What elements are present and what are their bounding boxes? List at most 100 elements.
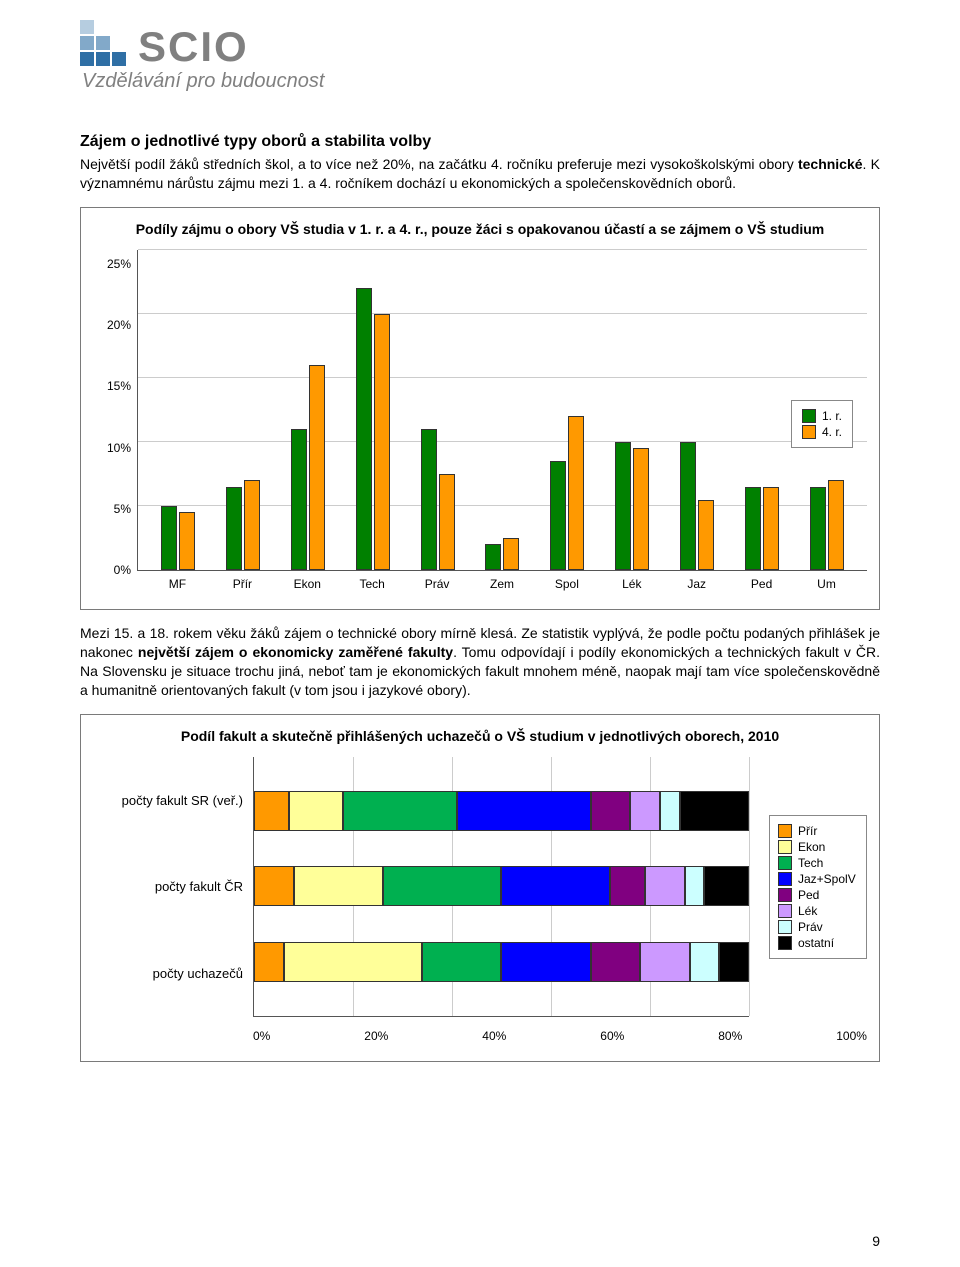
chart1-x-label: Spol — [534, 577, 599, 591]
chart-grouped-bar: Podíly zájmu o obory VŠ studia v 1. r. a… — [80, 207, 880, 610]
logo-mark-icon — [80, 20, 126, 66]
logo-subtitle: Vzdělávání pro budoucnost — [82, 70, 880, 93]
chart1-bar — [356, 288, 372, 570]
chart1-y-tick: 15% — [93, 379, 131, 393]
chart2-segment — [630, 791, 660, 831]
chart2-segment — [501, 942, 590, 982]
chart2-segment — [645, 866, 685, 906]
legend-swatch-icon — [778, 936, 792, 950]
chart2-legend-item: Jaz+SpolV — [778, 872, 858, 886]
chart1-bar — [763, 487, 779, 570]
chart1-legend: 1. r.4. r. — [791, 400, 853, 448]
chart2-x-axis: 0%20%40%60%80%100% — [253, 1025, 867, 1043]
legend-label: Práv — [798, 920, 823, 934]
chart2-legend-item: Přír — [778, 824, 858, 838]
chart1-x-label: Lék — [599, 577, 664, 591]
legend-label: 4. r. — [822, 425, 842, 439]
chart1-bar — [374, 314, 390, 570]
legend-label: Ped — [798, 888, 819, 902]
legend-swatch-icon — [778, 872, 792, 886]
chart2-segment — [422, 942, 501, 982]
chart1-group — [405, 429, 470, 570]
chart1-title: Podíly zájmu o obory VŠ studia v 1. r. a… — [93, 220, 867, 238]
chart2-segment — [289, 791, 343, 831]
chart2-row-label: počty fakult ČR — [93, 879, 243, 894]
chart1-bar — [485, 544, 501, 570]
chart1-y-tick: 20% — [93, 318, 131, 332]
legend-swatch-icon — [778, 920, 792, 934]
legend-label: Ekon — [798, 840, 825, 854]
chart1-group — [276, 365, 341, 570]
chart2-legend-item: Ekon — [778, 840, 858, 854]
p2-b: největší zájem o ekonomicky zaměřené fak… — [138, 644, 453, 660]
chart2-segment — [254, 791, 289, 831]
chart2-legend-item: Tech — [778, 856, 858, 870]
chart1-bar — [179, 512, 195, 570]
page-number: 9 — [872, 1233, 880, 1249]
chart2-segment — [680, 791, 749, 831]
chart1-bar — [810, 487, 826, 570]
chart1-x-label: Jaz — [664, 577, 729, 591]
chart1-bar — [161, 506, 177, 570]
legend-label: Lék — [798, 904, 817, 918]
chart1-bar — [503, 538, 519, 570]
chart2-bar — [254, 942, 749, 982]
chart1-group — [211, 480, 276, 570]
chart2-segment — [690, 942, 720, 982]
chart2-bar — [254, 866, 749, 906]
chart2-x-tick: 60% — [600, 1029, 624, 1043]
chart2-legend-item: Ped — [778, 888, 858, 902]
chart2-segment — [591, 942, 641, 982]
chart1-x-label: MF — [145, 577, 210, 591]
chart2-segment — [343, 791, 457, 831]
chart2-segment — [660, 791, 680, 831]
logo-text: SCIO — [138, 26, 249, 68]
chart2-row-labels: počty fakult SR (veř.)počty fakult ČRpoč… — [93, 757, 253, 1017]
chart1-bar — [550, 461, 566, 570]
chart1-x-label: Ped — [729, 577, 794, 591]
chart1-x-label: Ekon — [275, 577, 340, 591]
chart1-group — [340, 288, 405, 570]
chart2-segment — [254, 866, 294, 906]
chart1-bar — [568, 416, 584, 570]
chart1-bar — [244, 480, 260, 570]
legend-swatch-icon — [802, 409, 816, 423]
chart-stacked-bar: Podíl fakult a skutečně přihlášených uch… — [80, 714, 880, 1062]
chart1-x-label: Zem — [470, 577, 535, 591]
chart2-x-tick: 0% — [253, 1029, 270, 1043]
logo-block: SCIO Vzdělávání pro budoucnost — [80, 20, 880, 93]
chart1-x-label: Tech — [340, 577, 405, 591]
chart1-y-axis: 0%5%10%15%20%25% — [93, 250, 137, 570]
legend-label: Přír — [798, 824, 817, 838]
chart1-y-tick: 25% — [93, 257, 131, 271]
chart2-legend-item: ostatní — [778, 936, 858, 950]
chart1-group — [470, 538, 535, 570]
chart2-title: Podíl fakult a skutečně přihlášených uch… — [93, 727, 867, 745]
chart2-segment — [719, 942, 749, 982]
legend-swatch-icon — [778, 856, 792, 870]
section-heading: Zájem o jednotlivé typy oborů a stabilit… — [80, 133, 880, 151]
chart1-y-tick: 5% — [93, 502, 131, 516]
chart2-segment — [704, 866, 749, 906]
chart1-bar — [828, 480, 844, 570]
chart1-bar — [439, 474, 455, 570]
chart1-bar — [615, 442, 631, 570]
legend-label: ostatní — [798, 936, 834, 950]
chart2-segment — [685, 866, 705, 906]
chart1-bar — [680, 442, 696, 570]
chart1-bar — [421, 429, 437, 570]
chart2-bar — [254, 791, 749, 831]
chart2-legend-item: Práv — [778, 920, 858, 934]
paragraph-2: Mezi 15. a 18. rokem věku žáků zájem o t… — [80, 624, 880, 700]
chart2-x-tick: 80% — [718, 1029, 742, 1043]
chart1-legend-item: 4. r. — [802, 425, 842, 439]
chart2-segment — [284, 942, 423, 982]
chart1-bar — [633, 448, 649, 570]
chart2-segment — [383, 866, 502, 906]
legend-swatch-icon — [778, 888, 792, 902]
chart2-segment — [254, 942, 284, 982]
chart2-segment — [294, 866, 383, 906]
chart1-x-label: Přír — [210, 577, 275, 591]
p1-b: technické — [798, 156, 863, 172]
chart2-legend-item: Lék — [778, 904, 858, 918]
